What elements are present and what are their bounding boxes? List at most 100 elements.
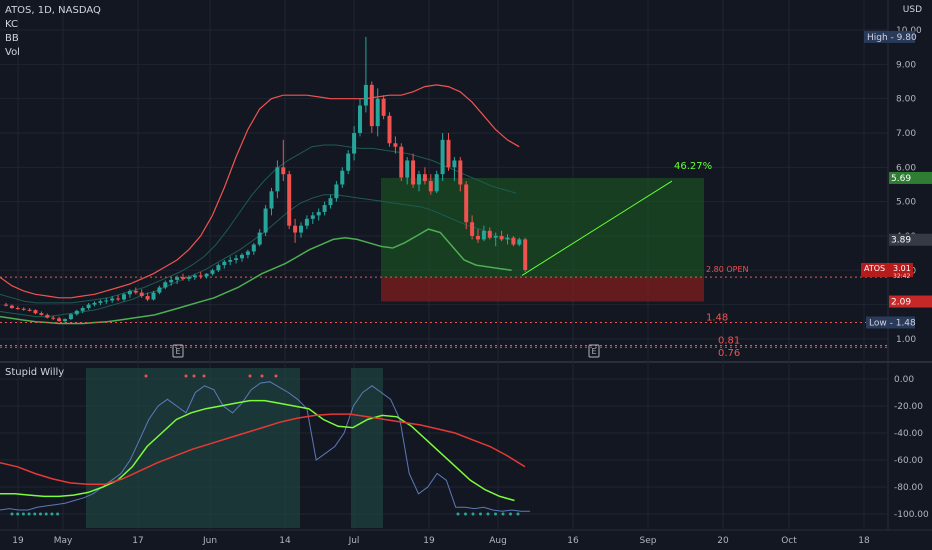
candle-body	[4, 304, 8, 306]
candle-body	[204, 273, 209, 277]
candle-body	[228, 260, 233, 262]
signal-dot	[27, 512, 31, 516]
y-tick-label: 1.00	[896, 335, 916, 345]
candle-body	[210, 270, 215, 274]
candle-body	[80, 308, 85, 311]
level-label: 0.81	[718, 335, 740, 346]
candle-body	[316, 211, 321, 216]
last-symbol: ATOS	[864, 264, 885, 273]
target-arrow	[521, 180, 673, 276]
target-price-label: 5.69	[891, 174, 911, 184]
candle-body	[122, 294, 126, 300]
candle-body	[446, 139, 451, 168]
time-axis[interactable]: 19 May 17 Jun 14 Jul 19 Aug 16 Sep 20 Oct 18	[12, 536, 870, 546]
signal-dot	[16, 512, 20, 516]
trend-green-line	[0, 228, 512, 325]
high-label-bg	[864, 30, 915, 43]
candle-body	[352, 132, 357, 154]
signal-dot	[501, 512, 505, 516]
willy-zone-2	[351, 368, 383, 528]
indicator-bb[interactable]: BB	[5, 33, 19, 44]
earnings-marker-box	[588, 344, 600, 358]
candle-body	[9, 305, 14, 309]
earnings-marker: E	[175, 347, 180, 356]
candle-body	[39, 313, 44, 315]
signal-dot	[494, 512, 497, 516]
candle-body	[245, 251, 250, 255]
symbol-line[interactable]: ATOS, 1D, NASDAQ	[5, 5, 101, 16]
willy-tick-label: -60.00	[894, 456, 923, 466]
candle-body	[163, 282, 168, 288]
x-tick-label: 19	[12, 536, 24, 546]
last-price: 3.01	[893, 264, 911, 273]
candle-body	[216, 265, 221, 271]
bands	[0, 84, 520, 325]
candle-body	[369, 84, 374, 127]
candle-body	[263, 208, 268, 233]
indicator-vol[interactable]: Vol	[5, 47, 20, 58]
willy-tick-label: -20.00	[894, 402, 923, 412]
candle-body	[452, 160, 457, 168]
stop-price-label: 2.09	[891, 298, 911, 308]
candle-body	[310, 215, 315, 219]
indicator-kc[interactable]: KC	[5, 19, 18, 30]
candles	[4, 36, 528, 323]
signal-dot	[509, 512, 512, 516]
candle-body	[192, 275, 197, 278]
signal-dot	[33, 512, 37, 516]
signal-dot	[21, 512, 25, 516]
symbol-legend[interactable]: ATOS, 1D, NASDAQ KC BB Vol	[5, 4, 101, 60]
candle-body	[375, 98, 380, 127]
candle-body	[45, 314, 50, 318]
willy-tick-label: -100.00	[894, 510, 929, 520]
x-tick-label: 17	[132, 536, 143, 546]
target-price-label-bg	[889, 171, 932, 184]
x-tick-label: 14	[279, 536, 291, 546]
candle-body	[257, 232, 262, 245]
y-tick-label: 5.00	[896, 198, 916, 208]
signal-dot	[56, 512, 60, 516]
entry-label: 2.80 OPEN	[706, 265, 749, 274]
candle-body	[458, 160, 463, 185]
candle-body	[157, 287, 162, 293]
signal-dot-red	[260, 374, 264, 378]
loss-zone	[381, 277, 704, 302]
candle-body	[363, 84, 368, 106]
candle-body	[104, 300, 109, 302]
candle-body	[434, 174, 439, 192]
currency-label[interactable]: USD	[902, 5, 922, 15]
indicator-title[interactable]: Stupid Willy	[5, 367, 65, 378]
signal-dot	[50, 512, 54, 516]
levels: 1.48 0.81 0.76 E E	[0, 312, 888, 359]
candle-body	[110, 298, 115, 301]
candle-body	[417, 174, 421, 185]
candle-body	[470, 222, 475, 236]
willy-panel	[0, 368, 531, 528]
x-tick-label: Oct	[781, 536, 797, 546]
level-label: 1.48	[706, 312, 728, 323]
candle-body	[68, 314, 73, 320]
candle-body	[151, 292, 156, 300]
candle-body	[523, 239, 528, 270]
signal-dot	[10, 512, 14, 516]
x-tick-label: May	[54, 536, 73, 546]
ask-price-label-bg	[889, 233, 932, 246]
low-label-bg	[866, 316, 915, 329]
candle-body	[234, 258, 239, 260]
candle-body	[487, 230, 492, 238]
earnings-marker: E	[591, 347, 596, 356]
candle-body	[251, 244, 256, 252]
willy-tick-label: 0.00	[894, 375, 914, 385]
target-percent: 46.27%	[674, 161, 712, 172]
willy-tick-label: -40.00	[894, 429, 923, 439]
signal-dot-red	[192, 374, 196, 378]
bb-upper-line	[0, 84, 520, 299]
candle-body	[281, 167, 286, 175]
candle-body	[481, 230, 486, 240]
x-tick-label: Jun	[202, 536, 217, 546]
candle-body	[198, 275, 203, 277]
candle-body	[98, 301, 103, 303]
candle-body	[57, 318, 62, 322]
high-label: High - 9.80	[867, 33, 917, 43]
